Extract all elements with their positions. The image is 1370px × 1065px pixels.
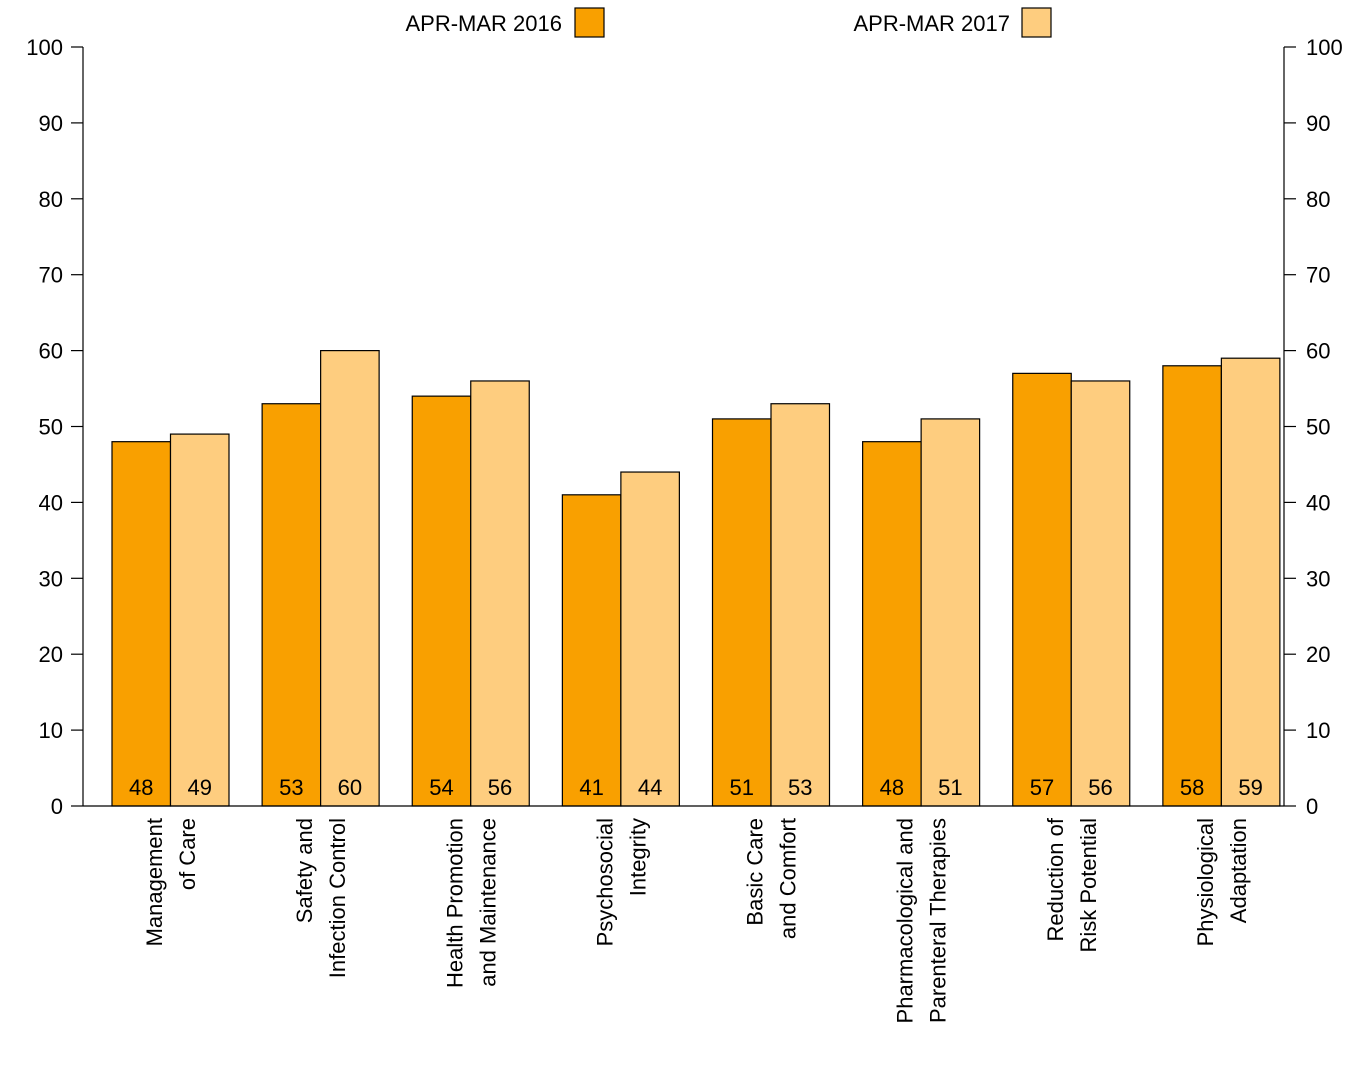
y-tick-label-left-70: 70 [39, 263, 63, 288]
category-label-5-line-2: and Comfort [776, 818, 801, 939]
value-label-1-5: 51 [730, 775, 754, 800]
bar-1-2 [261, 403, 322, 807]
bar-2-6 [920, 418, 981, 807]
category-label-5-line-1: Basic Care [743, 818, 768, 926]
y-tick-label-right-60: 60 [1306, 339, 1330, 364]
value-label-1-2: 53 [279, 775, 303, 800]
y-tick-label-right-70: 70 [1306, 263, 1330, 288]
legend-swatch-1 [574, 7, 605, 38]
value-label-1-4: 41 [579, 775, 603, 800]
category-label-8-line-1: Physiological [1193, 818, 1218, 946]
category-label-3-line-1: Health Promotion [442, 818, 467, 988]
bars [111, 350, 1281, 807]
y-tick-label-right-100: 100 [1306, 35, 1343, 60]
y-tick-label-right-20: 20 [1306, 642, 1330, 667]
category-label-2-line-1: Safety and [292, 818, 317, 923]
legend-label-1: APR-MAR 2016 [405, 11, 562, 36]
y-tick-label-left-10: 10 [39, 718, 63, 743]
value-label-1-3: 54 [429, 775, 453, 800]
value-label-2-1: 49 [188, 775, 212, 800]
bar-2-5 [770, 403, 831, 807]
y-tick-label-right-10: 10 [1306, 718, 1330, 743]
y-tick-label-left-0: 0 [51, 794, 63, 819]
y-axis-left: 0 10 20 30 40 50 60 70 80 90 100 [26, 35, 83, 819]
y-tick-label-left-90: 90 [39, 111, 63, 136]
y-tick-label-left-40: 40 [39, 490, 63, 515]
category-label-4-line-1: Psychosocial [592, 818, 617, 946]
value-label-2-8: 59 [1238, 775, 1262, 800]
y-tick-label-right-90: 90 [1306, 111, 1330, 136]
category-label-4-line-2: Integrity [625, 818, 650, 896]
y-tick-label-left-60: 60 [39, 339, 63, 364]
y-tick-label-left-80: 80 [39, 187, 63, 212]
bar-1-1 [111, 441, 172, 807]
y-tick-label-left-30: 30 [39, 566, 63, 591]
value-label-2-3: 56 [488, 775, 512, 800]
value-label-2-2: 60 [338, 775, 362, 800]
value-label-1-7: 57 [1030, 775, 1054, 800]
legend-label-2: APR-MAR 2017 [853, 11, 1010, 36]
category-label-8-line-2: Adaptation [1226, 818, 1251, 923]
y-tick-label-right-50: 50 [1306, 415, 1330, 440]
y-axis-right: 0 10 20 30 40 50 60 70 80 90 100 [1284, 35, 1343, 819]
bar-1-8 [1162, 365, 1222, 807]
y-tick-label-left-20: 20 [39, 642, 63, 667]
y-tick-label-left-50: 50 [39, 415, 63, 440]
bar-2-2 [320, 350, 380, 807]
value-label-2-5: 53 [788, 775, 812, 800]
category-label-1-line-1: Management [142, 818, 167, 946]
bar-2-3 [470, 380, 530, 807]
value-label-1-1: 48 [129, 775, 153, 800]
bar-1-5 [711, 418, 772, 807]
legend-swatch-2 [1021, 7, 1052, 38]
bar-2-1 [169, 433, 230, 807]
y-tick-label-right-30: 30 [1306, 566, 1330, 591]
category-label-7-line-1: Reduction of [1043, 817, 1068, 941]
value-label-2-4: 44 [638, 775, 662, 800]
category-label-1-line-2: of Care [175, 818, 200, 890]
y-tick-label-right-80: 80 [1306, 187, 1330, 212]
value-label-2-7: 56 [1088, 775, 1112, 800]
value-labels: 48 49 53 60 54 56 41 44 51 53 48 51 57 56 58 59 [129, 775, 1263, 800]
value-label-1-6: 48 [880, 775, 904, 800]
legend: APR-MAR 2016 APR-MAR 2017 [405, 7, 1052, 38]
bar-2-4 [620, 471, 680, 807]
value-label-2-6: 51 [938, 775, 962, 800]
bar-1-6 [862, 441, 922, 807]
y-tick-label-left-100: 100 [26, 35, 63, 60]
bar-1-4 [561, 494, 622, 807]
category-label-6-line-2: Parenteral Therapies [926, 818, 951, 1023]
bar-2-7 [1070, 380, 1131, 807]
y-tick-label-right-40: 40 [1306, 490, 1330, 515]
category-label-7-line-2: Risk Potential [1076, 818, 1101, 953]
bar-1-3 [411, 395, 472, 807]
y-tick-label-right-0: 0 [1306, 794, 1318, 819]
category-label-3-line-2: and Maintenance [475, 818, 500, 987]
category-labels: Management of Care Safety and Infection Con… [142, 817, 1251, 1023]
category-label-6-line-1: Pharmacological and [893, 818, 918, 1023]
value-label-1-8: 58 [1180, 775, 1204, 800]
bar-1-7 [1012, 372, 1072, 807]
category-label-2-line-2: Infection Control [325, 818, 350, 978]
bar-2-8 [1220, 357, 1281, 807]
